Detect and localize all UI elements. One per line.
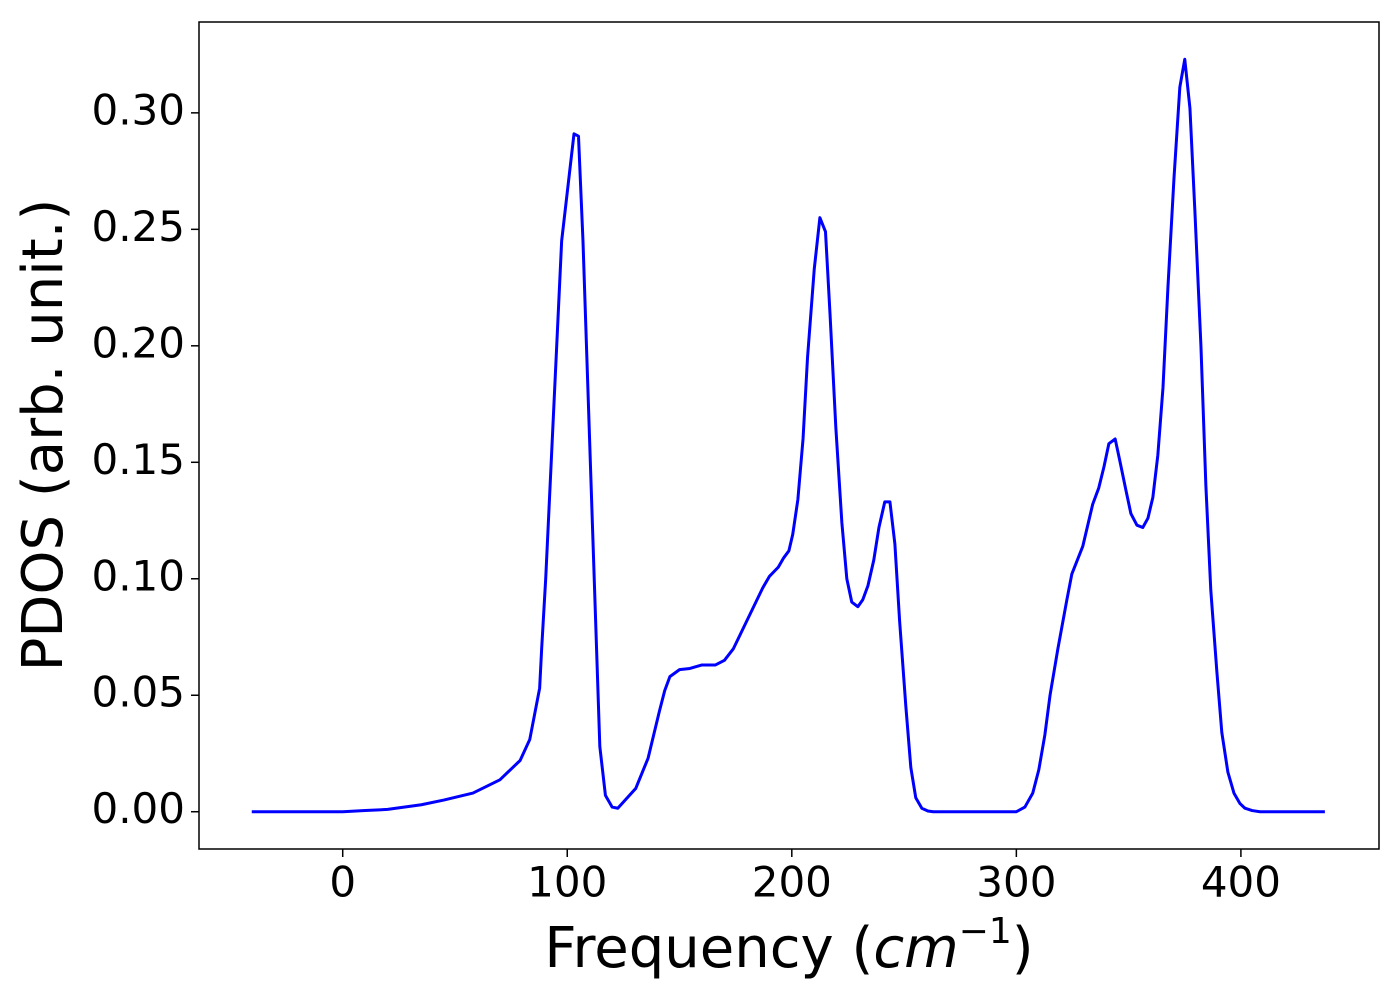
y-tick-label: 0.30 [91,85,185,134]
x-axis-label: Frequency (cm−1) [544,911,1033,981]
y-tick-label: 0.00 [91,784,185,833]
line-series [251,57,1325,814]
y-tick-label: 0.15 [91,435,185,484]
y-tick-label: 0.05 [91,668,185,717]
x-tick-label: 200 [752,858,832,907]
y-tick-label: 0.20 [91,318,185,367]
plot-frame [198,21,1380,850]
y-tick-label: 0.25 [91,202,185,251]
y-tick-label: 0.10 [91,551,185,600]
x-tick-label: 0 [329,858,356,907]
x-tick-label: 400 [1201,858,1281,907]
x-tick-label: 100 [527,858,607,907]
x-tick-label: 300 [976,858,1056,907]
y-axis-label: PDOS (arb. unit.) [11,199,76,672]
